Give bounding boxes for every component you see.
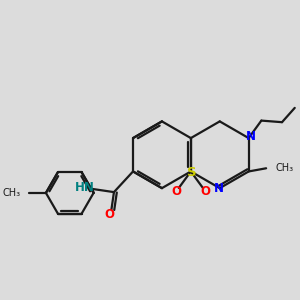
Text: N: N (246, 130, 256, 143)
Text: N: N (214, 182, 224, 195)
Text: O: O (105, 208, 115, 221)
Text: CH₃: CH₃ (3, 188, 21, 198)
Text: CH₃: CH₃ (275, 163, 293, 172)
Text: O: O (200, 185, 211, 198)
Text: S: S (187, 166, 196, 178)
Text: O: O (171, 185, 181, 198)
Text: HN: HN (75, 181, 95, 194)
